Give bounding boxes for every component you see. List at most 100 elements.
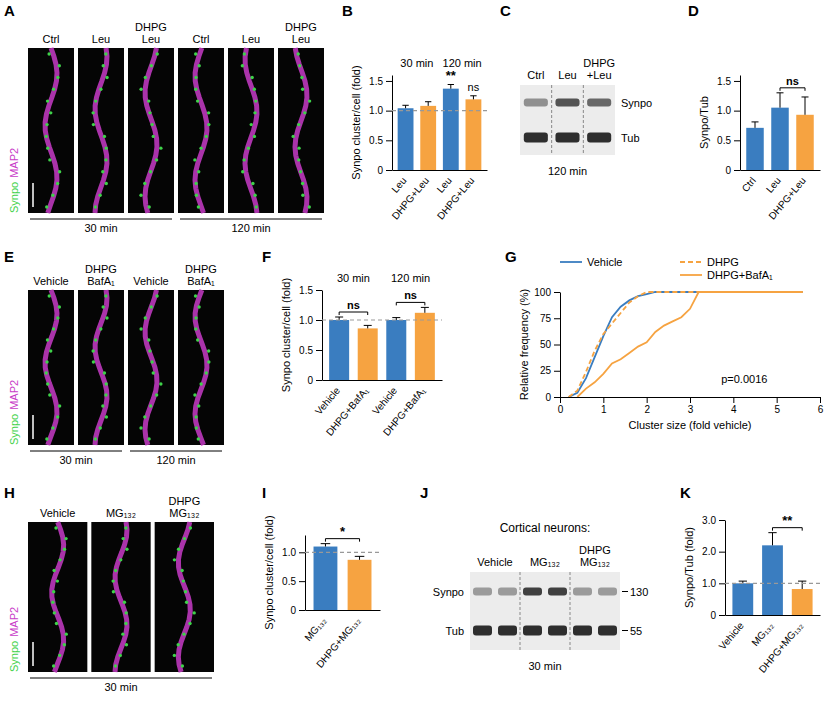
synpo-puncta <box>45 360 48 363</box>
synpo-puncta <box>99 88 102 91</box>
synpo-puncta <box>195 194 198 197</box>
synpo-puncta <box>189 526 192 529</box>
x-axis-tick: DHPG+Leu <box>766 175 807 221</box>
x-axis-tick-label: DHPG+MG₁₃₂ <box>314 615 362 670</box>
synpo-puncta <box>188 622 191 625</box>
y-axis-tick-mark <box>734 81 740 82</box>
lane-label: Vehicle <box>477 556 512 568</box>
synpo-puncta <box>52 327 55 330</box>
column-label: BafA₁ <box>187 275 215 287</box>
synpo-puncta <box>147 437 150 440</box>
error-cap <box>364 325 372 326</box>
y-axis-tick: 1.0 <box>369 105 392 116</box>
synpo-puncta <box>251 182 254 185</box>
bar <box>415 313 435 380</box>
micrograph <box>128 48 174 213</box>
micrograph <box>155 522 214 672</box>
y-axis-tick: 100 <box>534 287 560 298</box>
synpo-puncta <box>197 437 200 440</box>
y-axis: 0255075100 <box>534 287 560 403</box>
dendrite <box>295 48 307 213</box>
error-cap <box>470 95 476 96</box>
synpo-puncta <box>125 643 128 646</box>
synpo-puncta <box>56 415 59 418</box>
figure: 00.51.01.5LeuDHPG+LeuLeuDHPG+LeuSynpo cl… <box>0 0 837 704</box>
panel-letter: E <box>4 248 14 265</box>
y-axis-tick-mark <box>554 318 560 319</box>
synpo-puncta <box>45 135 48 138</box>
blot-band <box>473 626 492 636</box>
synpo-puncta <box>297 123 300 126</box>
synpo-puncta <box>149 170 152 173</box>
y-axis-tick: 25 <box>540 365 560 376</box>
dendrite <box>115 522 127 672</box>
error-bar <box>802 97 809 115</box>
synpo-puncta <box>99 327 102 330</box>
micrograph <box>28 48 74 213</box>
y-axis-tick: 0 <box>307 375 322 386</box>
mw-label: 130 <box>630 586 648 598</box>
time-label: 30 min <box>59 454 92 466</box>
synpo-puncta <box>114 664 117 667</box>
bar-chart: 00.51.01.5CtrlLeuDHPG+LeuSynpo/Tubns <box>698 75 821 222</box>
baseline <box>392 110 487 111</box>
synpo-puncta <box>125 548 128 551</box>
blot-membrane <box>470 572 620 650</box>
x-axis: VehicleMG₁₃₂DHPG+MG₁₃₂ <box>717 616 821 675</box>
synpo-puncta <box>152 135 155 138</box>
column-label: Vehicle <box>40 507 75 519</box>
legend-swatch <box>680 274 702 276</box>
stain-name: Synpo <box>8 414 20 445</box>
y-axis-title: Synpo/Tub <box>698 96 710 149</box>
y-axis-tick-mark <box>316 350 322 351</box>
synpo-puncta <box>63 548 66 551</box>
error-cap <box>425 101 431 102</box>
synpo-puncta <box>254 99 257 102</box>
synpo-puncta <box>54 526 57 529</box>
column-label: Leu <box>292 33 310 45</box>
micrograph <box>91 522 150 672</box>
blot-band <box>573 588 592 596</box>
x-axis-tick-mark <box>820 397 821 403</box>
blot-band <box>523 588 542 596</box>
y-axis-line <box>322 291 323 381</box>
panel-letter: I <box>262 484 266 501</box>
synpo-puncta <box>45 437 48 440</box>
y-axis-tick-label: 100 <box>534 287 551 298</box>
lane-separator <box>551 85 552 155</box>
bar <box>329 320 349 380</box>
y-axis-tick-label: 1.5 <box>717 76 731 87</box>
legend-label: Vehicle <box>587 256 622 268</box>
bar <box>792 589 813 615</box>
error-bar <box>777 93 784 108</box>
bar-chart: 00.51.01.5VehicleDHPG+BafA₁VehicleDHPG+B… <box>280 272 443 438</box>
synpo-puncta <box>181 664 184 667</box>
error-cap <box>355 556 365 557</box>
x-axis-tick-label: DHPG+Leu <box>766 175 807 221</box>
synpo-puncta <box>183 537 186 540</box>
series-line <box>569 292 803 397</box>
synpo-puncta <box>94 338 97 341</box>
dendrite <box>45 48 57 213</box>
micrograph <box>178 48 224 213</box>
blot-band <box>587 99 611 107</box>
error-cap <box>448 84 454 85</box>
synpo-puncta <box>105 382 108 385</box>
error-line <box>359 556 360 559</box>
synpo-puncta <box>156 52 159 55</box>
y-axis-tick-label: 1.5 <box>369 76 383 87</box>
time-bracket <box>180 219 322 220</box>
panel-letter: H <box>4 484 15 501</box>
bar <box>796 115 814 170</box>
synpo-puncta <box>58 654 61 657</box>
y-axis-tick-label: 1.5 <box>299 285 313 296</box>
synpo-puncta <box>205 371 208 374</box>
lane-separator <box>520 572 521 650</box>
synpo-puncta <box>99 426 102 429</box>
y-axis: 00.51.01.5 <box>299 285 322 386</box>
y-axis-tick-mark <box>316 380 322 381</box>
x-axis-tick-mark <box>733 397 734 403</box>
x-axis-tick-label: DHPG+BafA₁ <box>324 385 371 438</box>
synpo-puncta <box>104 294 107 297</box>
blot-band <box>548 588 567 596</box>
